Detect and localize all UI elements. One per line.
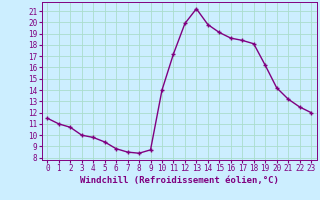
X-axis label: Windchill (Refroidissement éolien,°C): Windchill (Refroidissement éolien,°C) bbox=[80, 176, 279, 185]
